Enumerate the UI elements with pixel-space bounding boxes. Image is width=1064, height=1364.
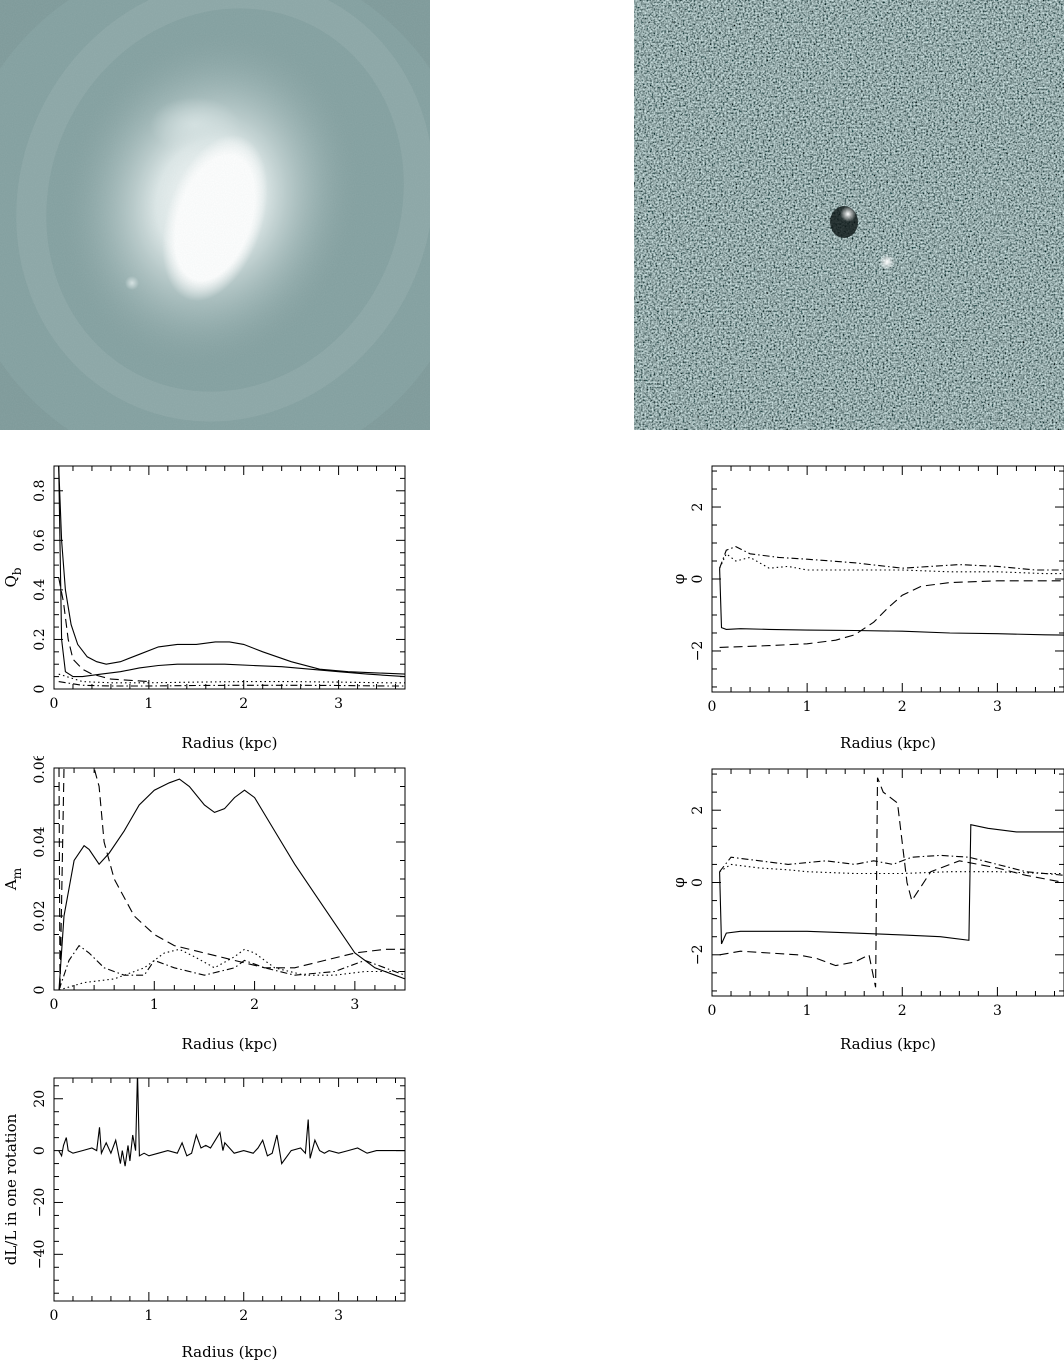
x-tick-label: 1: [144, 1308, 153, 1324]
x-axis-label: Radius (kpc): [182, 1035, 278, 1053]
y-axis-label: φ: [670, 877, 688, 888]
series-line-dashed: [719, 777, 1064, 988]
y-tick-label: 0.4: [32, 579, 48, 601]
series-line-dotted: [58, 673, 405, 684]
chart-qb: 0 1 2 3 0 0.2 0.4 0.6 0.8 Radius (kpc) Qb: [2, 465, 406, 752]
x-tick-label: 3: [334, 696, 343, 712]
y-tick-label: 0: [32, 986, 48, 995]
plot-frame: [53, 1077, 406, 1302]
series-line-dotted: [719, 552, 1064, 575]
y-tick-label: 2: [690, 806, 706, 815]
series-line-dashdot: [719, 854, 1064, 876]
series-line-solid: [58, 778, 405, 990]
x-tick-label: 0: [50, 997, 59, 1013]
x-tick-label: 2: [898, 1003, 907, 1019]
series-line-dotted: [58, 948, 405, 990]
x-axis-label: Radius (kpc): [840, 1035, 936, 1053]
x-tick-label: 1: [144, 696, 153, 712]
series-line-dashdot: [58, 944, 405, 990]
series-line-solid: [58, 466, 405, 675]
x-tick-label: 0: [50, 1308, 59, 1324]
chart-phi2: 0 1 2 3 −2 0 2 Radius (kpc) φ: [670, 768, 1064, 1053]
y-tick-label: 0.06: [32, 756, 48, 784]
y-axis-label: Qb: [2, 567, 24, 587]
x-tick-label: 1: [150, 997, 159, 1013]
x-tick-label: 0: [708, 1003, 717, 1019]
chart-dl: 0 1 2 3 −40 −20 0 20 Radius (kpc) dL/L in one rot…: [2, 1077, 406, 1361]
x-tick-label: 2: [250, 997, 259, 1013]
y-tick-label: −2: [690, 944, 706, 965]
y-axis-label-sub: m: [10, 867, 24, 879]
y-tick-label: 0: [32, 685, 48, 694]
plot-frame: [53, 465, 406, 690]
y-tick-label: 2: [690, 503, 706, 512]
x-tick-label: 3: [350, 997, 359, 1013]
series-line-dashdot: [58, 681, 405, 687]
x-tick-label: 0: [708, 699, 717, 715]
galaxy-image: [0, 0, 430, 430]
plot-frame: [53, 767, 406, 991]
plot-frame: [711, 465, 1064, 693]
series-line-solid: [58, 1078, 405, 1167]
y-tick-label: 0.04: [32, 826, 48, 857]
y-tick-label: 0.8: [32, 480, 48, 502]
x-tick-label: 0: [50, 696, 59, 712]
y-tick-label: 0.2: [32, 628, 48, 650]
residual-image: [634, 0, 1064, 430]
y-tick-label: 0: [690, 575, 706, 584]
series-line-dashed: [58, 768, 405, 990]
series-line-dashed: [719, 580, 1064, 648]
galaxy-image-svg: [0, 0, 430, 430]
plot-frame: [711, 768, 1064, 997]
y-tick-label: 0.6: [32, 529, 48, 551]
chart-am: 0 1 2 3 0 0.02 0.04 0.06 Radius (kpc) Am: [2, 756, 406, 1053]
x-tick-label: 1: [803, 1003, 812, 1019]
x-axis-label: Radius (kpc): [182, 734, 278, 752]
y-tick-label: 20: [32, 1090, 48, 1108]
y-axis-label: Am: [2, 867, 24, 891]
y-axis-label: dL/L in one rotation: [2, 1113, 20, 1265]
x-tick-label: 2: [898, 699, 907, 715]
x-axis-label: Radius (kpc): [840, 734, 936, 752]
x-tick-label: 2: [239, 1308, 248, 1324]
x-tick-label: 3: [334, 1308, 343, 1324]
x-axis-label: Radius (kpc): [182, 1343, 278, 1361]
x-tick-label: 2: [239, 696, 248, 712]
x-tick-label: 1: [803, 699, 812, 715]
y-tick-label: 0: [690, 878, 706, 887]
series-line-dashed: [58, 577, 149, 683]
y-tick-label: 0.02: [32, 900, 48, 931]
series-line-dashdot: [719, 545, 1064, 571]
series-line-dotted: [719, 863, 1064, 875]
x-tick-label: 3: [993, 699, 1002, 715]
y-tick-label: −2: [690, 641, 706, 662]
series-line-solid: [58, 466, 405, 678]
x-tick-label: 3: [993, 1003, 1002, 1019]
y-tick-label: −40: [32, 1240, 48, 1270]
chart-phi1: 0 1 2 3 −2 0 2 Radius (kpc) φ: [670, 465, 1064, 752]
series-line-solid: [719, 568, 1064, 636]
y-tick-label: −20: [32, 1188, 48, 1218]
residual-image-svg: [634, 0, 1064, 430]
series-line-solid: [719, 824, 1064, 945]
y-axis-label: φ: [670, 574, 688, 585]
y-axis-label-sub: b: [10, 567, 24, 575]
y-tick-label: 0: [32, 1146, 48, 1155]
